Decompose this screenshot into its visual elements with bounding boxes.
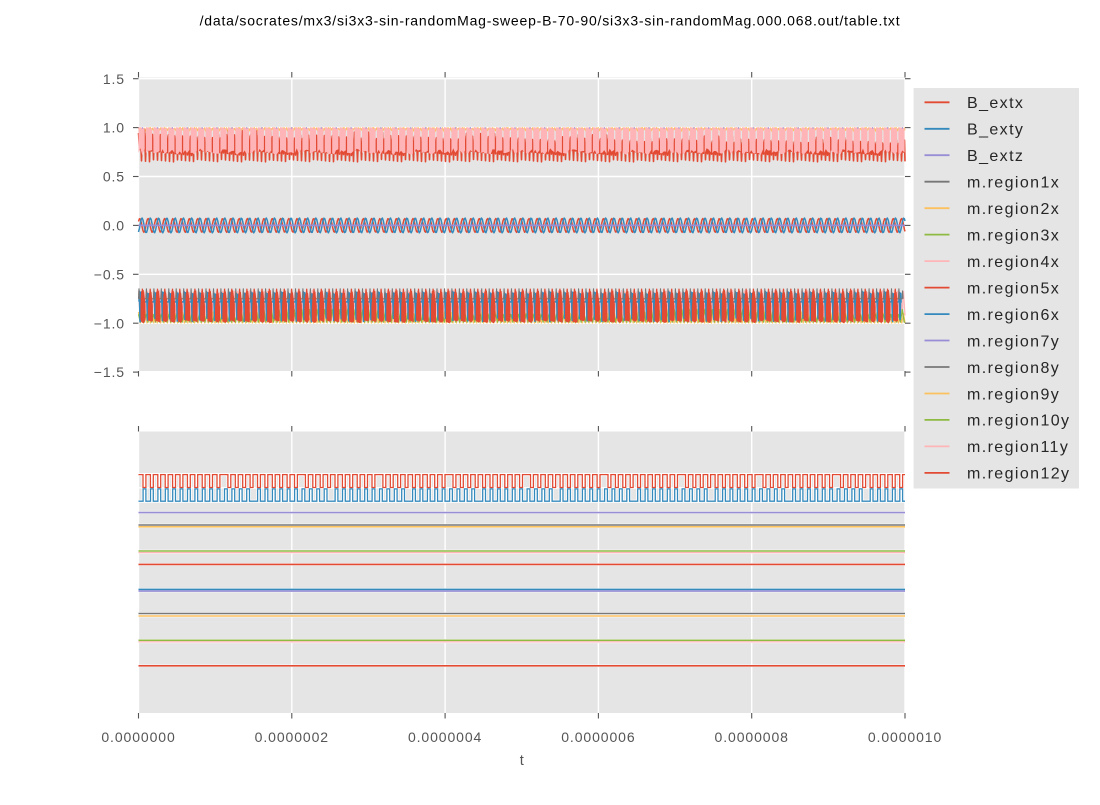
svg-text:1.0: 1.0 bbox=[103, 120, 125, 136]
svg-text:0.0000000: 0.0000000 bbox=[101, 729, 175, 745]
svg-text:B_exty: B_exty bbox=[967, 122, 1024, 139]
svg-text:m.region12y: m.region12y bbox=[967, 466, 1070, 483]
svg-text:1.5: 1.5 bbox=[103, 71, 125, 87]
svg-text:m.region8y: m.region8y bbox=[967, 360, 1060, 377]
svg-text:m.region7y: m.region7y bbox=[967, 333, 1060, 350]
svg-text:−1.5: −1.5 bbox=[94, 364, 125, 380]
svg-text:m.region1x: m.region1x bbox=[967, 175, 1060, 192]
svg-text:0.0000004: 0.0000004 bbox=[408, 729, 482, 745]
svg-text:m.region4x: m.region4x bbox=[967, 254, 1060, 271]
svg-text:0.0000006: 0.0000006 bbox=[561, 729, 635, 745]
svg-text:−1.0: −1.0 bbox=[94, 315, 125, 331]
svg-text:/data/socrates/mx3/si3x3-sin-r: /data/socrates/mx3/si3x3-sin-randomMag-s… bbox=[200, 13, 901, 29]
svg-text:m.region3x: m.region3x bbox=[967, 227, 1060, 244]
svg-text:m.region2x: m.region2x bbox=[967, 201, 1060, 218]
svg-text:0.0: 0.0 bbox=[103, 218, 125, 234]
svg-text:m.region11y: m.region11y bbox=[967, 439, 1069, 456]
svg-text:B_extz: B_extz bbox=[967, 148, 1024, 165]
svg-text:m.region6x: m.region6x bbox=[967, 307, 1060, 324]
svg-text:t: t bbox=[520, 753, 524, 769]
svg-text:0.0000008: 0.0000008 bbox=[715, 729, 789, 745]
svg-text:0.5: 0.5 bbox=[103, 169, 125, 185]
svg-text:m.region10y: m.region10y bbox=[967, 413, 1070, 430]
svg-text:m.region9y: m.region9y bbox=[967, 386, 1060, 403]
svg-text:0.0000002: 0.0000002 bbox=[255, 729, 329, 745]
svg-text:−0.5: −0.5 bbox=[94, 266, 125, 282]
svg-text:m.region5x: m.region5x bbox=[967, 280, 1060, 297]
svg-text:0.0000010: 0.0000010 bbox=[868, 729, 942, 745]
svg-text:B_extx: B_extx bbox=[967, 95, 1024, 112]
